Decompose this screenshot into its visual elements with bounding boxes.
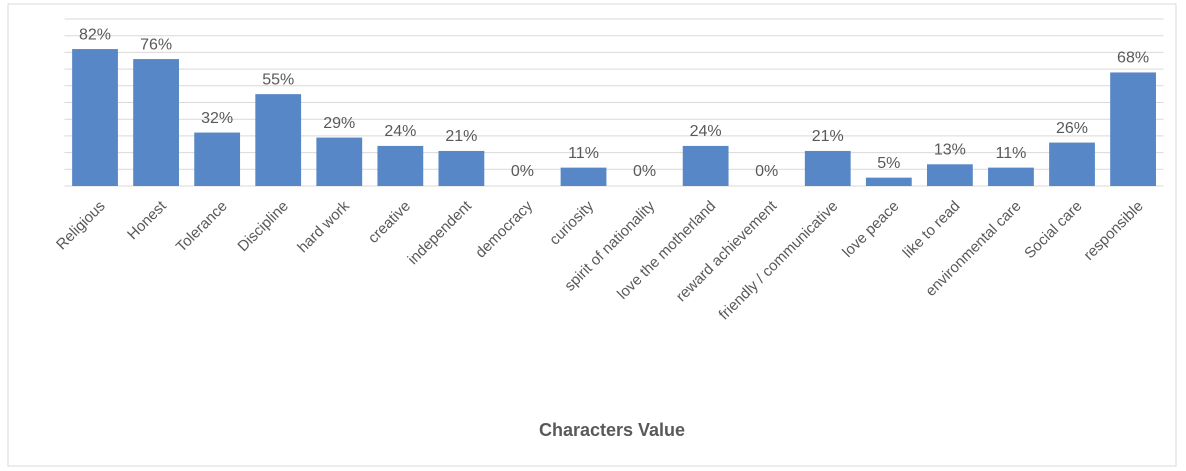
data-label: 11% bbox=[568, 145, 599, 162]
data-label: 82% bbox=[79, 26, 111, 43]
bar bbox=[377, 145, 424, 186]
data-label: 26% bbox=[1056, 120, 1088, 137]
data-label: 11% bbox=[996, 145, 1027, 162]
data-label: 0% bbox=[633, 163, 656, 180]
data-label: 24% bbox=[384, 123, 416, 140]
bar bbox=[804, 150, 851, 186]
bar bbox=[438, 150, 485, 186]
data-label: 13% bbox=[934, 142, 966, 159]
data-label: 24% bbox=[690, 123, 722, 140]
bar bbox=[194, 132, 241, 186]
bar bbox=[560, 167, 607, 186]
bar bbox=[72, 49, 118, 187]
bar bbox=[988, 167, 1034, 186]
data-label: 32% bbox=[201, 110, 233, 127]
data-label: 0% bbox=[755, 163, 778, 180]
x-axis-title: Characters Value bbox=[539, 420, 685, 440]
chart-frame bbox=[7, 3, 1177, 467]
data-label: 21% bbox=[445, 128, 477, 145]
bar bbox=[865, 177, 912, 186]
data-label: 55% bbox=[262, 71, 294, 88]
data-label: 21% bbox=[812, 128, 844, 145]
bar bbox=[316, 137, 363, 186]
bar bbox=[682, 145, 729, 186]
bar bbox=[255, 94, 302, 186]
data-label: 29% bbox=[323, 115, 355, 132]
bar bbox=[926, 164, 973, 186]
bar bbox=[1110, 72, 1156, 186]
data-label: 0% bbox=[511, 163, 534, 180]
bar bbox=[1049, 142, 1095, 186]
data-label: 68% bbox=[1117, 50, 1149, 67]
data-label: 5% bbox=[877, 155, 900, 172]
bar bbox=[133, 59, 179, 186]
data-label: 76% bbox=[140, 36, 172, 53]
